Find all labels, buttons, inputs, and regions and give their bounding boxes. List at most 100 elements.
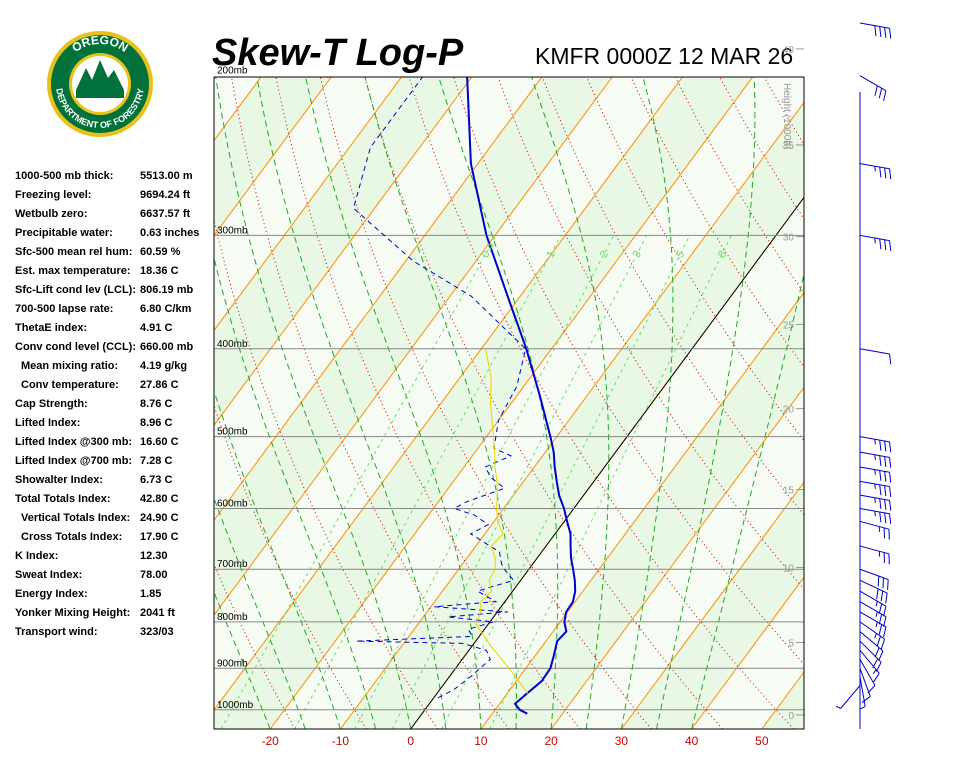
stat-row: 1000-500 mb thick: 5513.00 m: [15, 169, 213, 188]
wind-barb: [859, 451, 892, 468]
barb-flag: [883, 616, 887, 627]
dry-adiabat: [917, 0, 960, 729]
barb-flag: [889, 513, 892, 525]
isotherm-line: [620, 481, 804, 729]
barb-flag: [884, 440, 887, 452]
wind-barb: [835, 685, 861, 709]
barb-flag: [883, 626, 887, 638]
stat-value: 12.30: [140, 550, 168, 562]
stat-value: 2041 ft: [140, 607, 175, 619]
stat-label: 700-500 lapse rate:: [15, 303, 114, 315]
barb-flag: [884, 485, 887, 497]
barb-half-flag: [835, 705, 841, 709]
barb-half-flag: [875, 611, 878, 617]
stat-row: Precipitable water: 0.63 inches: [15, 226, 213, 245]
barb-flag: [884, 471, 887, 482]
stat-value: 60.59 %: [140, 246, 181, 258]
barb-flag: [889, 353, 892, 365]
stat-row: Transport wind: 323/03: [15, 625, 213, 644]
barb-flag: [874, 25, 877, 37]
isotherm-line: [214, 77, 543, 522]
stat-value: 6637.57 ft: [140, 208, 191, 220]
stat-row: Sweat Index: 78.00: [15, 568, 213, 587]
barb-flag: [878, 603, 883, 614]
wind-barb: [859, 22, 892, 39]
stat-label: Lifted Index @300 mb:: [15, 436, 133, 448]
stat-row: Freezing level: 9694.24 ft: [15, 188, 213, 207]
stat-label: Lifted Index:: [15, 417, 81, 429]
isobar-label: 700mb: [217, 559, 248, 570]
isotherm-line: [214, 77, 403, 332]
barb-flag: [880, 590, 884, 602]
moist-adiabat: [531, 77, 610, 729]
isotherm-line: [269, 77, 754, 729]
barb-half-flag: [874, 511, 876, 517]
moist-adiabat: [214, 389, 341, 729]
stat-label: Mean mixing ratio:: [21, 360, 119, 372]
stat-value: 27.86 C: [140, 379, 179, 391]
wind-barb: [859, 436, 892, 453]
stat-label: 1000-500 mb thick:: [15, 170, 114, 182]
stat-label: K Index:: [15, 550, 59, 562]
stat-label: Wetbulb zero:: [15, 208, 88, 220]
isotherm-line: [0, 0, 36, 729]
stat-row: Mean mixing ratio: 4.19 g/kg: [15, 359, 213, 378]
barb-half-flag: [874, 633, 877, 639]
dry-adiabat: [497, 77, 804, 590]
stat-row: Cross Totals Index: 17.90 C: [15, 530, 213, 549]
isotherm-line: [832, 0, 960, 729]
stat-row: K Index: 12.30: [15, 549, 213, 568]
stat-value: 7.28 C: [140, 455, 173, 467]
dry-adiabat: [586, 77, 804, 442]
wind-barb: [859, 568, 889, 590]
isobar-label: 800mb: [217, 612, 248, 623]
stat-label: Vertical Totals Index:: [21, 512, 131, 524]
dry-adiabat: [452, 77, 804, 665]
stat-value: 0.63 inches: [140, 227, 200, 239]
mixing-ratio-line: [294, 235, 562, 729]
moist-adiabat: [656, 77, 756, 729]
isotherm-line: [480, 291, 804, 729]
stat-value: 6.80 C/km: [140, 303, 192, 315]
stat-value: 24.90 C: [140, 512, 179, 524]
stat-value: 16.60 C: [140, 436, 179, 448]
barb-flag: [877, 576, 880, 587]
height-tick-label: 15: [783, 486, 795, 497]
height-tick-label: 10: [783, 563, 795, 574]
wind-barb: [859, 466, 892, 483]
wind-barb: [859, 545, 890, 565]
barb-flag: [861, 696, 871, 704]
barb-flag: [879, 238, 882, 250]
stat-row: Yonker Mixing Height: 2041 ft: [15, 606, 213, 625]
barb-flag: [885, 592, 888, 604]
moist-adiabat: [214, 591, 271, 729]
stat-value: 9694.24 ft: [140, 189, 191, 201]
stat-value: 8.96 C: [140, 417, 173, 429]
barb-flag: [889, 28, 892, 39]
sounding-indices-panel: 1000-500 mb thick: 5513.00 m Freezing leve…: [15, 169, 213, 644]
stat-row: ThetaE index: 4.91 C: [15, 321, 213, 340]
dry-adiabat: [319, 77, 652, 729]
moist-adiabat: [256, 77, 447, 729]
wind-barb: [859, 676, 866, 710]
barb-flag: [879, 166, 882, 178]
barb-flag: [876, 636, 881, 647]
stat-value: 18.36 C: [140, 265, 179, 277]
barb-staff: [859, 676, 866, 707]
stat-row: Vertical Totals Index: 24.90 C: [15, 511, 213, 530]
wind-barb: [859, 480, 892, 497]
height-tick-label: 40: [783, 45, 795, 56]
barb-half-flag: [874, 483, 876, 490]
parcel-profile: [475, 348, 529, 695]
mixing-ratio-label: 8: [716, 249, 729, 260]
wind-barb: [859, 601, 887, 627]
x-tick-label: -20: [262, 734, 280, 748]
barb-flag: [873, 673, 880, 683]
isobar-label: 200mb: [217, 66, 248, 77]
chart-title: Skew-T Log-P: [212, 32, 464, 74]
dry-adiabat: [541, 77, 804, 516]
stat-value: 6.73 C: [140, 474, 173, 486]
stat-value: 42.80 C: [140, 493, 179, 505]
barb-flag: [883, 606, 887, 617]
temperature-profile: [466, 77, 577, 715]
